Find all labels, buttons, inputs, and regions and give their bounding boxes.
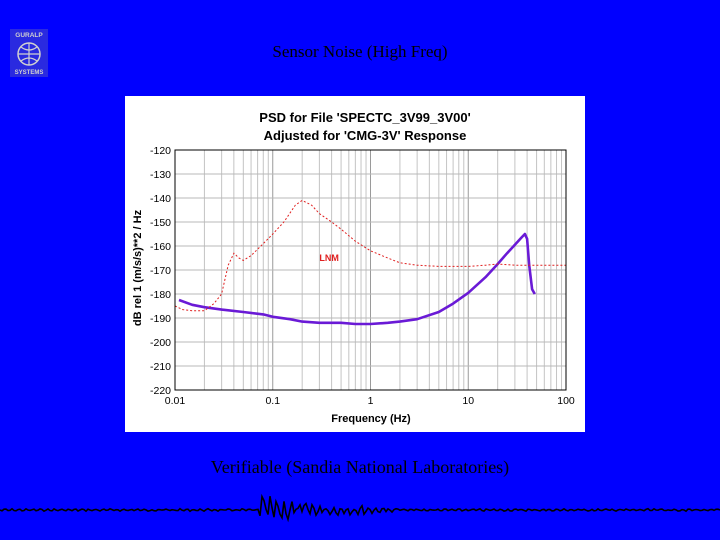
chart-panel: LNM -120 -130 -140 -150 -160 -170 -180 -190 -200…	[125, 96, 585, 432]
chart-ticks: -120 -130 -140 -150 -160 -170 -180 -190 -200 -210…	[150, 145, 575, 407]
chart-grid	[174, 149, 566, 391]
y-tick-label: -160	[150, 241, 171, 253]
y-tick-label: -140	[150, 193, 171, 205]
y-tick-label: -170	[150, 265, 171, 277]
slide-title: Sensor Noise (High Freq)	[272, 42, 448, 61]
x-tick-label: 0.1	[265, 395, 280, 407]
y-tick-label: -220	[150, 385, 171, 397]
x-tick-label: 0.01	[165, 395, 186, 407]
y-axis-label: dB rel 1 (m/s/s)**2 / Hz	[132, 209, 144, 326]
chart-title: PSD for File 'SPECTC_3V99_3V00'	[259, 110, 470, 125]
seismogram-trace	[0, 493, 720, 523]
plot-frame	[174, 149, 567, 391]
y-tick-label: -150	[150, 217, 171, 229]
series-line-lnm	[174, 199, 566, 312]
y-tick-label: -130	[150, 169, 171, 181]
y-tick-label: -180	[150, 289, 171, 301]
seismogram-line	[0, 493, 720, 523]
series-line-psd-0	[178, 232, 536, 326]
chart-series: LNM	[174, 199, 566, 326]
annotation-label: LNM	[319, 253, 339, 263]
slide-caption: Verifiable (Sandia National Laboratories…	[210, 457, 510, 477]
x-tick-label: 10	[462, 395, 474, 407]
svg-text:SYSTEMS: SYSTEMS	[15, 70, 44, 76]
y-tick-label: -200	[150, 337, 171, 349]
chart-subtitle: Adjusted for 'CMG-3V' Response	[264, 128, 467, 143]
x-axis-label: Frequency (Hz)	[331, 413, 411, 425]
y-tick-label: -120	[150, 145, 171, 157]
y-tick-label: -190	[150, 313, 171, 325]
svg-text:GURALP: GURALP	[15, 32, 43, 39]
psd-chart: LNM -120 -130 -140 -150 -160 -170 -180 -190 -200…	[132, 110, 575, 425]
guralp-logo: GURALP SYSTEMS	[10, 29, 48, 77]
x-tick-label: 100	[557, 395, 575, 407]
y-tick-label: -210	[150, 361, 171, 373]
x-tick-label: 1	[368, 395, 374, 407]
